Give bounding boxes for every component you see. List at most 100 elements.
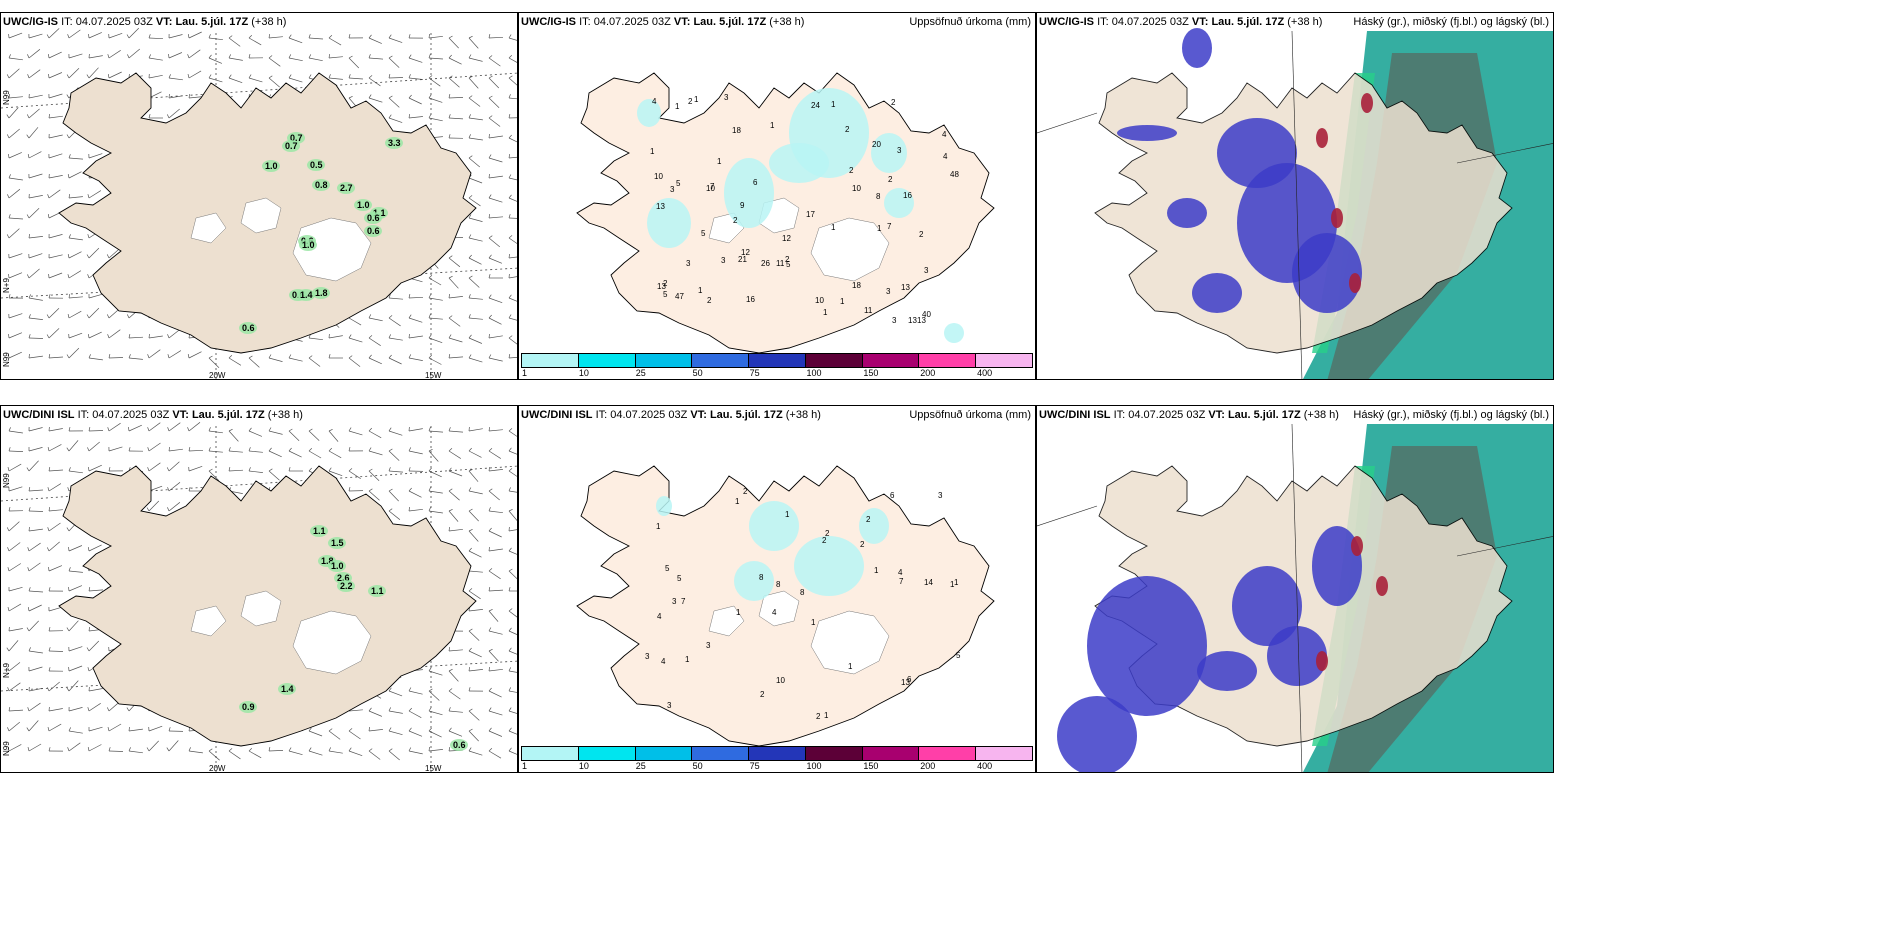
panel-title-right: Háský (gr.), miðský (fj.bl.) og lágský (… <box>1353 409 1549 421</box>
wind-barb <box>68 567 71 572</box>
colorbar-tick-label: 100 <box>806 761 822 771</box>
panel-title: UWC/DINI ISL IT: 04.07.2025 03Z VT: Lau.… <box>1039 409 1339 421</box>
cell-value: 2.7 <box>340 183 353 193</box>
wind-barb <box>448 690 461 700</box>
cell-value: 0.6 <box>367 213 380 223</box>
cell-value: 1.0 <box>331 561 344 571</box>
wind-barb <box>488 548 503 552</box>
wind-barb <box>8 68 20 79</box>
wind-barb <box>8 54 11 59</box>
low-cloud <box>1232 566 1302 646</box>
precip-value: 16 <box>903 191 912 200</box>
precip-area <box>859 508 889 544</box>
wind-barb <box>8 153 10 159</box>
wind-barb <box>448 668 453 672</box>
precip-value: 6 <box>907 675 912 684</box>
wind-barb <box>388 470 404 473</box>
wind-barb <box>468 177 483 184</box>
wind-barb <box>468 450 482 458</box>
wind-barb <box>328 77 343 80</box>
wind-barb <box>8 177 23 181</box>
precip-value: 24 <box>811 101 820 110</box>
wind-barb <box>448 448 453 452</box>
wind-barb <box>68 237 83 241</box>
wind-barb <box>148 349 161 359</box>
wind-barb <box>128 750 143 754</box>
wind-barb <box>168 95 183 99</box>
wind-barb <box>508 490 517 493</box>
wind-barb <box>87 234 90 239</box>
wind-barb <box>68 296 83 299</box>
wind-barb <box>28 268 40 279</box>
wind-barb <box>448 337 463 343</box>
thunder-cell <box>278 683 296 695</box>
colorbar-swatch <box>749 747 806 760</box>
wind-barb <box>8 57 23 61</box>
wind-barb <box>448 688 453 692</box>
wind-barb <box>148 422 161 432</box>
precip-value: 47 <box>675 292 684 301</box>
precip-value: 3 <box>672 597 677 606</box>
precip-value: 5 <box>701 229 706 238</box>
wind-barb <box>488 610 499 622</box>
wind-barb <box>8 152 22 159</box>
wind-barb <box>468 647 472 652</box>
wind-barb <box>468 530 479 542</box>
wind-barb <box>508 468 513 472</box>
wind-barb <box>8 333 10 339</box>
wind-barb <box>8 32 23 39</box>
wind-barb <box>248 750 262 759</box>
wind-barb <box>408 467 411 472</box>
wind-barb <box>68 680 79 692</box>
wind-barb <box>488 488 493 492</box>
precip-value: 3 <box>724 93 729 102</box>
cloud-map <box>1037 423 1553 772</box>
wind-barb <box>228 35 233 39</box>
wind-barb <box>88 33 90 39</box>
wind-barb <box>428 274 433 279</box>
wind-barb <box>508 253 510 259</box>
glacier <box>810 217 890 282</box>
wind-barb <box>28 314 31 319</box>
wind-barb <box>468 510 479 522</box>
wind-barb <box>7 547 10 552</box>
wind-barb <box>468 528 473 532</box>
wind-barb <box>428 427 431 432</box>
wind-barb <box>508 94 511 99</box>
wind-barb <box>288 428 293 432</box>
convective-cell <box>1351 536 1363 556</box>
wind-barb <box>68 251 82 259</box>
wind-barb <box>508 57 517 63</box>
precip-value: 4 <box>657 612 662 621</box>
panel-title: UWC/DINI ISL IT: 04.07.2025 03Z VT: Lau.… <box>3 409 303 421</box>
colorbar-tick-label: 50 <box>692 761 703 771</box>
colorbar-tick-label: 10 <box>578 368 589 378</box>
precip-value: 17 <box>806 210 815 219</box>
wind-barb <box>268 36 283 39</box>
precip-value: 6 <box>890 491 895 500</box>
wind-barb <box>508 77 517 86</box>
wind-barb <box>348 57 360 69</box>
wind-barb <box>408 487 412 492</box>
wind-barb <box>348 750 363 757</box>
precip-value: 1 <box>954 578 959 587</box>
wind-barb <box>68 347 80 359</box>
wind-barb <box>288 354 292 359</box>
cell-value: 0.7 <box>290 133 303 143</box>
precip-value: 26 <box>761 259 770 268</box>
wind-barb <box>468 217 483 222</box>
wind-barb <box>268 427 272 432</box>
thunder-cell <box>450 739 468 751</box>
wind-barb <box>46 547 50 552</box>
wind-barb <box>48 51 62 59</box>
wind-barb <box>88 464 102 472</box>
wind-barb <box>468 609 483 612</box>
wind-barb <box>28 650 43 654</box>
wind-barb <box>488 157 503 163</box>
wind-barb <box>168 727 171 732</box>
lat-label: N99 <box>2 473 11 488</box>
panel-title: UWC/IG-IS IT: 04.07.2025 03Z VT: Lau. 5.… <box>1039 16 1323 28</box>
wind-barb <box>468 468 473 472</box>
wind-barb <box>368 470 380 481</box>
